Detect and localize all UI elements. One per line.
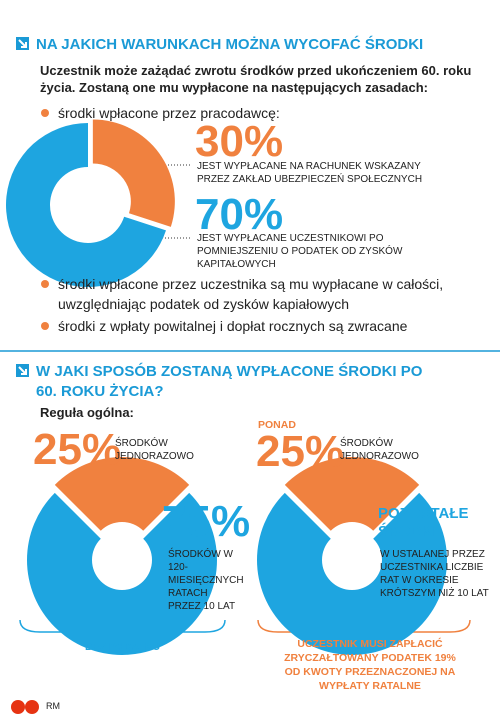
annotation: W USTALANEJ PRZEZ UCZESTNIKA LICZBIE RAT… (380, 549, 489, 599)
icon-arrow (18, 39, 27, 48)
section-title: W JAKI SPOSÓB ZOSTANĄ WYPŁACONE ŚRODKI P… (36, 363, 423, 400)
section-title: NA JAKICH WARUNKACH MOŻNA WYCOFAĆ ŚRODKI (36, 36, 424, 53)
value-label: 25% (256, 427, 345, 476)
value-label: 70% (195, 190, 284, 239)
credit: RM (46, 701, 60, 711)
category-label: ŚRODKÓW W 120-MIESIĘCZNYCH RATACH PRZEZ … (168, 549, 244, 612)
bullet-text: środki z wpłaty powitalnej i dopłat rocz… (58, 318, 408, 334)
category-label: POZOSTAŁE ŚRODKI (378, 505, 469, 540)
category-label: JEST WYPŁACANE UCZESTNIKOWI PO POMNIEJSZ… (197, 233, 403, 270)
bullet-text: środki wpłacone przez uczestnika są mu w… (58, 276, 444, 312)
note: UCZESTNIK MUSI ZAPŁACIĆ ZRYCZAŁTOWANY PO… (284, 638, 456, 692)
pie-slice (5, 123, 166, 287)
note: BEZ PODATKU (84, 641, 161, 653)
bullet-text: środki wpłacone przez pracodawcę: (58, 105, 280, 121)
category-label: JEST WYPŁACANE NA RACHUNEK WSKAZANY PRZE… (197, 161, 423, 185)
pie-slice (257, 492, 448, 655)
category-label: ŚRODKÓW JEDNORAZOWO (340, 438, 419, 462)
bullet (41, 280, 49, 288)
annotation: PONAD (258, 419, 296, 431)
pie-slice (54, 457, 190, 531)
value-label: 30% (195, 117, 284, 166)
pie-slice (27, 492, 218, 655)
value-label: 75% (162, 497, 251, 546)
category-label: ŚRODKÓW JEDNORAZOWO (115, 438, 194, 462)
logo (25, 700, 39, 714)
value-label: 25% (33, 425, 122, 474)
logo (11, 700, 25, 714)
pie-slice (92, 119, 175, 227)
bullet (41, 109, 49, 117)
bullet (41, 322, 49, 330)
icon-arrow (18, 366, 27, 375)
pie-slice (284, 457, 420, 531)
subtitle: Reguła ogólna: (40, 405, 134, 420)
intro: Uczestnik może zażądać zwrotu środków pr… (40, 63, 472, 95)
